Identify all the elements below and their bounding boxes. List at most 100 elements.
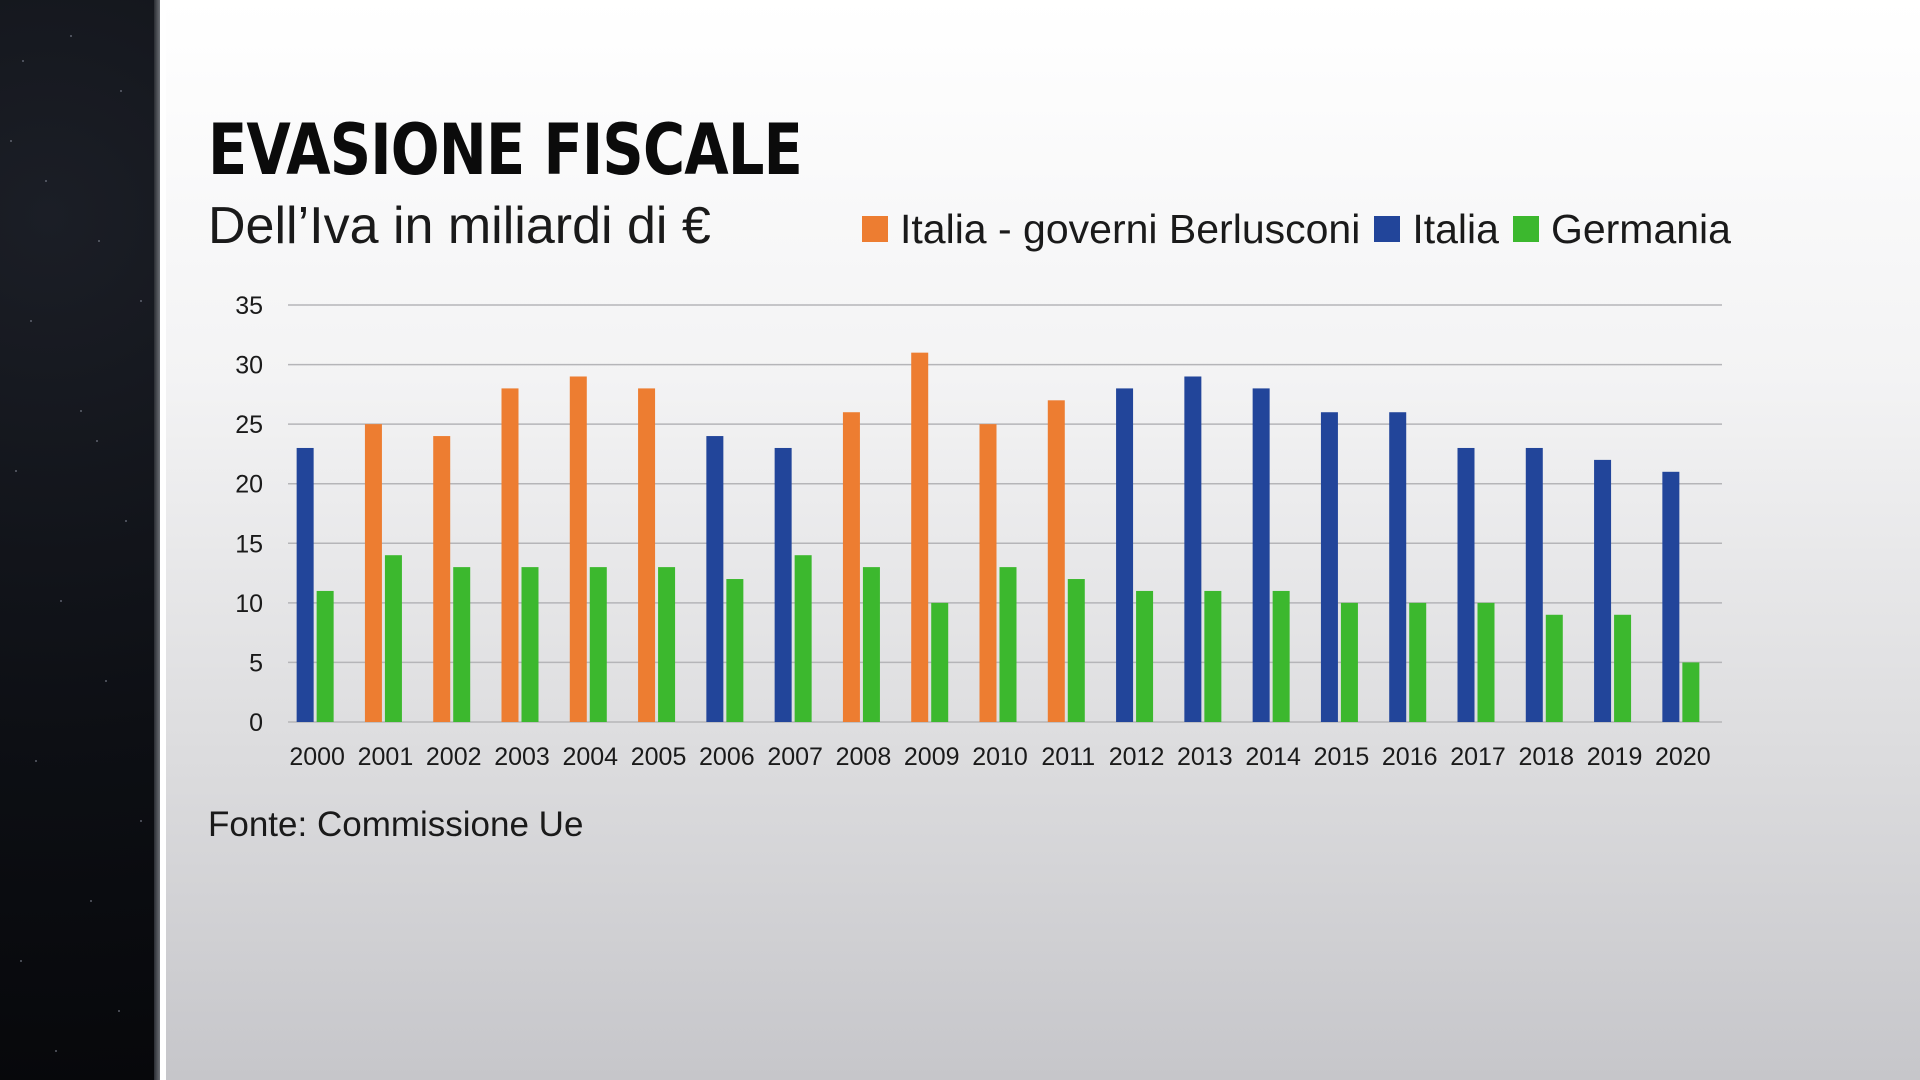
legend-label-italia: Italia: [1412, 205, 1499, 252]
x-tick-label: 2006: [699, 743, 755, 771]
y-tick-label: 35: [235, 292, 263, 320]
bar-germania: [726, 579, 744, 722]
x-tick-label: 2001: [358, 743, 414, 771]
bar-germania: [1682, 662, 1700, 722]
bar-germania: [794, 555, 812, 722]
x-tick-label: 2007: [767, 743, 823, 771]
bar-italia: [706, 436, 724, 722]
y-tick-label: 10: [235, 590, 263, 618]
x-tick-label: 2000: [289, 743, 345, 771]
star-decoration: [90, 900, 92, 902]
legend-item-germania: Germania: [1512, 205, 1731, 253]
legend-item-italia-berlusconi: Italia - governi Berlusconi: [862, 206, 1360, 253]
star-decoration: [105, 680, 107, 682]
bar-italia-berlusconi: [501, 388, 519, 722]
bar-germania: [999, 567, 1017, 722]
bar-italia: [1389, 412, 1407, 722]
star-decoration: [80, 410, 82, 412]
star-decoration: [120, 90, 122, 92]
bar-italia: [1320, 412, 1338, 722]
bar-germania: [1409, 602, 1427, 722]
x-tick-label: 2008: [836, 743, 892, 771]
bar-italia: [774, 447, 792, 722]
legend-item-italia: Italia: [1374, 206, 1499, 253]
y-tick-label: 5: [249, 649, 263, 677]
bar-italia: [296, 447, 314, 722]
bar-italia-berlusconi: [1047, 400, 1065, 722]
bar-germania: [521, 567, 539, 722]
star-decoration: [98, 240, 100, 242]
bar-germania: [1340, 602, 1358, 722]
x-tick-label: 2013: [1177, 743, 1233, 771]
bar-italia-berlusconi: [364, 424, 382, 722]
bar-germania: [1204, 590, 1222, 722]
bar-germania: [1136, 590, 1154, 722]
star-decoration: [140, 820, 142, 822]
bar-italia-berlusconi: [842, 412, 860, 722]
page-title: EVASIONE FISCALE: [208, 109, 803, 191]
x-tick-label: 2016: [1382, 743, 1438, 771]
bar-germania: [384, 555, 402, 722]
star-decoration: [45, 180, 47, 182]
chart-legend: Italia - governi Berlusconi Italia Germa…: [862, 204, 1745, 254]
x-tick-label: 2012: [1109, 743, 1165, 771]
legend-label-italia-berlusconi: Italia - governi Berlusconi: [900, 205, 1361, 252]
bar-germania: [1545, 614, 1563, 722]
y-tick-label: 20: [235, 471, 263, 499]
bar-germania: [453, 567, 471, 722]
background-side-strip: [0, 0, 160, 1080]
x-tick-label: 2015: [1314, 743, 1370, 771]
bar-germania: [1067, 579, 1085, 722]
star-decoration: [70, 35, 72, 37]
bar-germania: [658, 567, 676, 722]
chart-source: Fonte: Commissione Ue: [208, 805, 584, 844]
x-tick-label: 2019: [1587, 743, 1643, 771]
bar-germania: [1614, 614, 1632, 722]
star-decoration: [60, 600, 62, 602]
bar-italia-berlusconi: [569, 376, 587, 722]
bar-germania: [1477, 602, 1495, 722]
bar-italia-berlusconi: [979, 424, 997, 722]
x-tick-label: 2020: [1655, 743, 1711, 771]
star-decoration: [35, 760, 37, 762]
bar-italia: [1116, 388, 1134, 722]
star-decoration: [125, 520, 127, 522]
y-tick-label: 25: [235, 411, 263, 439]
star-decoration: [22, 60, 24, 62]
star-decoration: [96, 440, 98, 442]
legend-swatch-italia: [1374, 216, 1401, 242]
x-tick-label: 2011: [1041, 743, 1095, 771]
star-decoration: [118, 1010, 120, 1012]
bar-italia-berlusconi: [638, 388, 656, 722]
bar-italia: [1525, 447, 1543, 722]
bar-italia: [1457, 447, 1475, 722]
star-decoration: [30, 320, 32, 322]
y-tick-label: 30: [235, 352, 263, 380]
legend-label-germania: Germania: [1550, 205, 1731, 252]
bar-italia: [1594, 459, 1612, 722]
x-tick-label: 2009: [904, 743, 960, 771]
x-tick-label: 2003: [494, 743, 550, 771]
star-decoration: [55, 1050, 57, 1052]
bar-germania: [862, 567, 880, 722]
x-tick-label: 2002: [426, 743, 482, 771]
x-tick-label: 2005: [631, 743, 687, 771]
bar-germania: [1272, 590, 1290, 722]
chart-panel: [166, 0, 1920, 1080]
bar-italia: [1662, 471, 1680, 722]
x-tick-label: 2014: [1245, 743, 1301, 771]
bar-italia-berlusconi: [911, 352, 929, 722]
x-tick-label: 2018: [1518, 743, 1574, 771]
chart-subtitle: Dell’Iva in miliardi di €: [208, 197, 711, 255]
x-tick-label: 2004: [562, 743, 618, 771]
bar-italia: [1252, 388, 1270, 722]
bar-germania: [931, 602, 949, 722]
x-tick-label: 2017: [1450, 743, 1506, 771]
bar-italia: [1184, 376, 1202, 722]
x-tick-label: 2010: [972, 743, 1028, 771]
star-decoration: [140, 300, 142, 302]
bar-germania: [589, 567, 607, 722]
legend-swatch-italia-berlusconi: [862, 216, 888, 242]
star-decoration: [10, 140, 12, 142]
